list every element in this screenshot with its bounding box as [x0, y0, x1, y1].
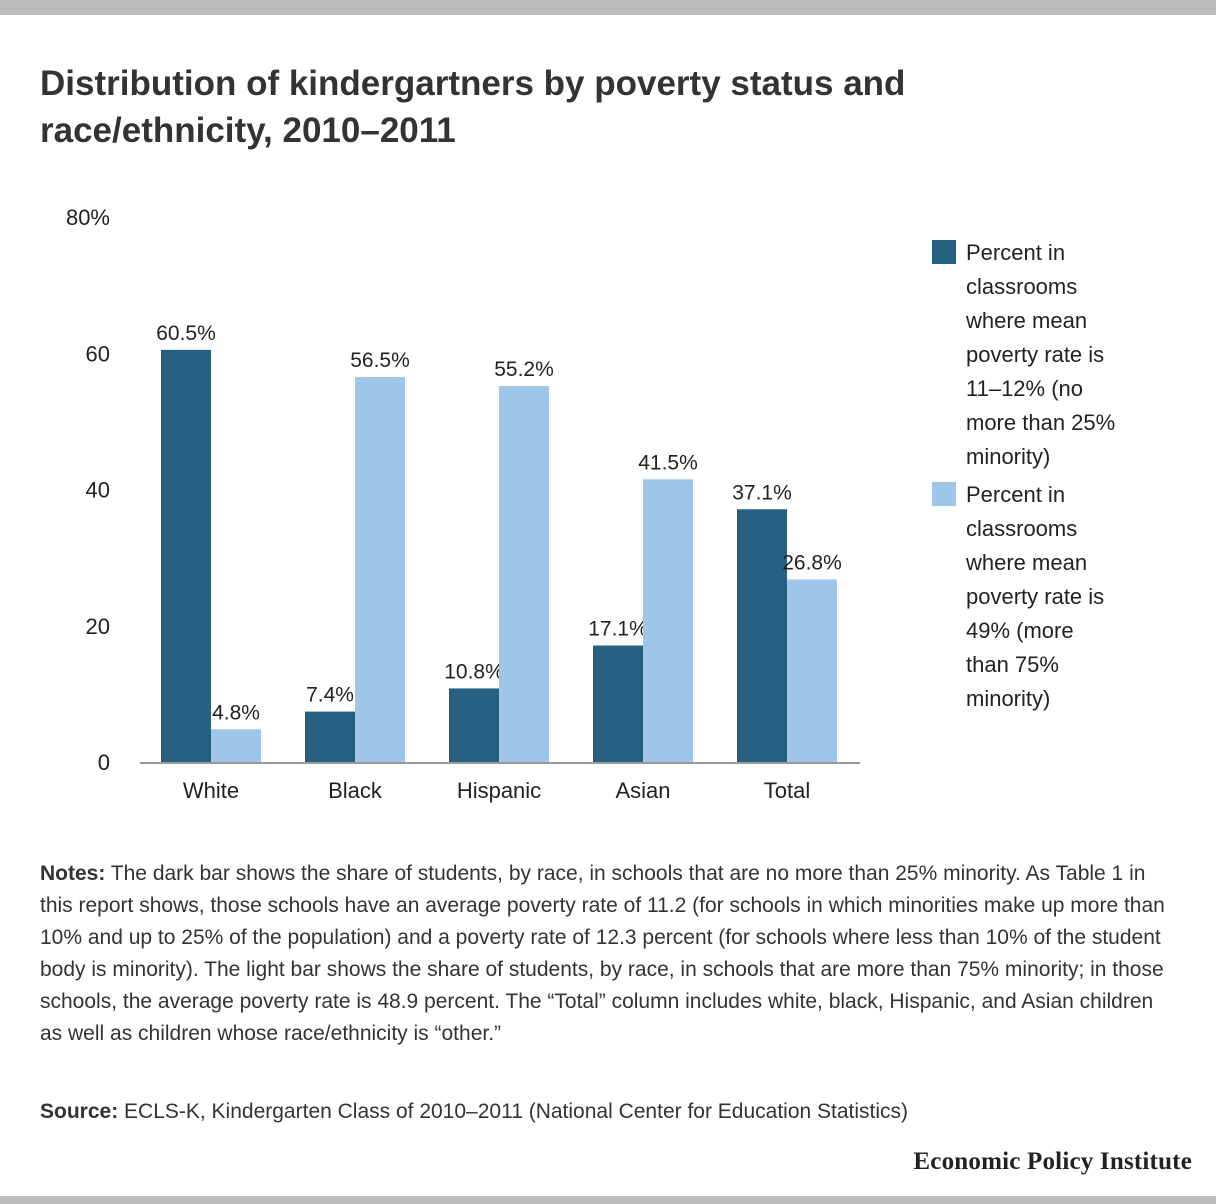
data-label: 41.5%: [638, 451, 698, 474]
y-tick-label: 20: [86, 614, 110, 639]
bar-total-series-1: [737, 509, 787, 762]
top-border: [0, 0, 1216, 15]
bottom-border: [0, 1196, 1216, 1204]
y-tick-label: 0: [98, 750, 110, 775]
bar-white-series-2: [211, 729, 261, 762]
legend-label-dark: Percent in classrooms where mean poverty…: [966, 240, 1116, 469]
bar-black-series-2: [355, 377, 405, 762]
bar-white-series-1: [161, 349, 211, 762]
legend-label-light: Percent in classrooms where mean poverty…: [966, 482, 1105, 711]
legend: Percent in classrooms where mean poverty…: [932, 236, 1192, 720]
x-tick-label: Total: [764, 778, 810, 803]
source: Source: ECLS-K, Kindergarten Class of 20…: [40, 1096, 1180, 1128]
x-tick-label: Hispanic: [457, 778, 541, 803]
x-tick-label: Black: [328, 778, 383, 803]
y-tick-label: 80%: [66, 205, 110, 230]
data-label: 55.2%: [494, 358, 554, 381]
legend-item-dark: Percent in classrooms where mean poverty…: [932, 236, 1192, 474]
bar-asian-series-2: [643, 479, 693, 762]
data-label: 7.4%: [306, 684, 354, 707]
data-label: 60.5%: [156, 322, 216, 345]
data-label: 37.1%: [732, 481, 792, 504]
notes-label: Notes:: [40, 862, 106, 885]
source-label: Source:: [40, 1100, 119, 1123]
y-tick-label: 60: [86, 341, 110, 366]
notes-text: The dark bar shows the share of students…: [40, 862, 1165, 1045]
bar-hispanic-series-1: [449, 688, 499, 762]
epi-logo: Economic Policy Institute: [913, 1148, 1192, 1175]
x-tick-label: Asian: [615, 778, 670, 803]
bar-asian-series-1: [593, 645, 643, 762]
legend-item-light: Percent in classrooms where mean poverty…: [932, 478, 1192, 716]
legend-swatch-light: [932, 482, 956, 506]
legend-swatch-dark: [932, 240, 956, 264]
y-tick-label: 40: [86, 478, 110, 503]
bar-total-series-2: [787, 579, 837, 762]
data-label: 10.8%: [444, 660, 504, 683]
chart-title: Distribution of kindergartners by povert…: [40, 64, 906, 150]
data-label: 4.8%: [212, 701, 260, 724]
x-tick-label: White: [183, 778, 239, 803]
bar-black-series-1: [305, 711, 355, 762]
bar-hispanic-series-2: [499, 385, 549, 762]
data-label: 56.5%: [350, 349, 410, 372]
data-label: 26.8%: [782, 551, 842, 574]
data-label: 17.1%: [588, 618, 648, 641]
bar-chart: 0 20 40 60 80% 60.5% 4.8% White 7.4% 56.5% Black 10…: [66, 205, 860, 803]
source-text: ECLS-K, Kindergarten Class of 2010–2011 …: [118, 1100, 909, 1123]
notes: Notes: The dark bar shows the share of s…: [40, 858, 1180, 1050]
